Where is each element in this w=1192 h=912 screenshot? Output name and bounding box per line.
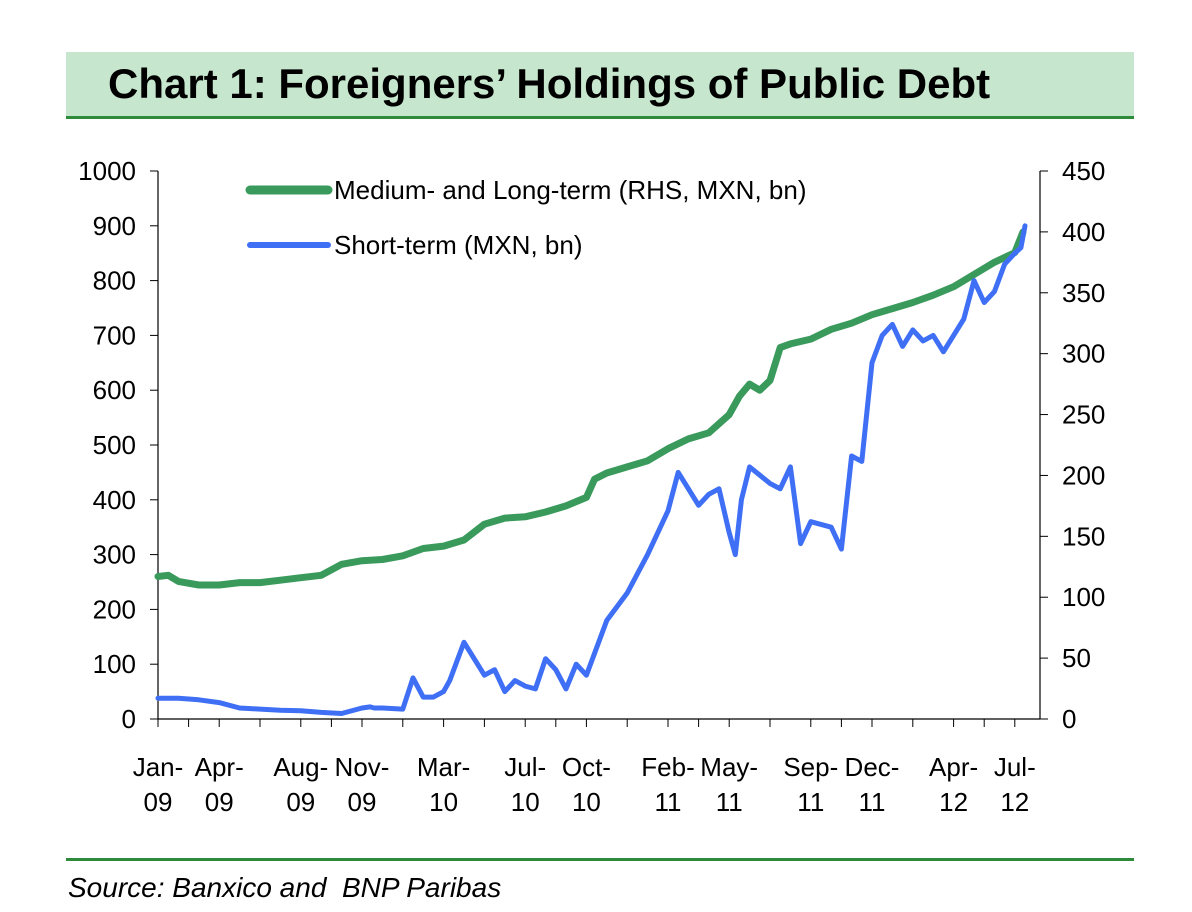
y-tick-label-right: 350 — [1062, 278, 1105, 308]
footer-divider — [66, 858, 1134, 861]
y-tick-label-left: 300 — [93, 540, 136, 570]
x-tick-label-year: 11 — [716, 787, 743, 817]
y-tick-label-right: 0 — [1062, 704, 1076, 734]
x-tick-label-month: Feb- — [641, 752, 694, 782]
y-tick-label-left: 200 — [93, 594, 136, 624]
title-bar: Chart 1: Foreigners’ Holdings of Public … — [66, 52, 1134, 119]
x-tick-label-year: 12 — [1000, 787, 1029, 817]
y-tick-label-left: 0 — [122, 704, 136, 734]
y-tick-label-right: 400 — [1062, 217, 1105, 247]
y-tick-label-right: 450 — [1062, 156, 1105, 186]
y-tick-label-right: 150 — [1062, 521, 1105, 551]
x-tick-label-month: Dec- — [845, 752, 900, 782]
x-tick-label-year: 10 — [572, 787, 601, 817]
y-tick-label-left: 100 — [93, 649, 136, 679]
y-tick-label-right: 50 — [1062, 643, 1091, 673]
series-line-short-term — [155, 223, 1028, 716]
y-tick-label-right: 250 — [1062, 400, 1105, 430]
x-tick-label-year: 10 — [429, 787, 458, 817]
x-tick-label-year: 11 — [859, 787, 886, 817]
y-tick-label-left: 700 — [93, 320, 136, 350]
x-tick-label-year: 12 — [939, 787, 968, 817]
x-tick-label-year: 11 — [655, 787, 682, 817]
x-tick-label-month: Mar- — [417, 752, 470, 782]
x-tick-label-year: 09 — [205, 787, 234, 817]
y-tick-label-right: 300 — [1062, 339, 1105, 369]
x-tick-label-year: 10 — [511, 787, 540, 817]
legend-label: Short-term (MXN, bn) — [334, 230, 583, 260]
x-tick-label-month: Jan- — [133, 752, 184, 782]
y-tick-label-left: 500 — [93, 430, 136, 460]
x-tick-label-year: 11 — [797, 787, 824, 817]
legend: Medium- and Long-term (RHS, MXN, bn) Shor… — [245, 175, 806, 260]
y-tick-label-left: 1000 — [78, 156, 136, 186]
x-tick-label-year: 09 — [286, 787, 315, 817]
legend-label: Medium- and Long-term (RHS, MXN, bn) — [334, 175, 806, 205]
source-note: Source: Banxico and BNP Paribas — [68, 872, 502, 903]
x-tick-label-year: 09 — [348, 787, 377, 817]
x-tick-label-month: May- — [700, 752, 758, 782]
series-lines — [154, 223, 1028, 716]
axes: 0 100 200 300 400 500 600 700 800 900 1000 0 50 100 15… — [78, 156, 1105, 817]
y-tick-label-right: 200 — [1062, 460, 1105, 490]
x-tick-label-month: Oct- — [562, 752, 611, 782]
y-tick-label-right: 100 — [1062, 582, 1105, 612]
y-tick-label-left: 800 — [93, 266, 136, 296]
y-tick-label-left: 400 — [93, 485, 136, 515]
x-tick-label-month: Nov- — [335, 752, 390, 782]
y-tick-label-left: 600 — [93, 375, 136, 405]
x-tick-label-year: 09 — [144, 787, 173, 817]
x-tick-label-month: Jul- — [504, 752, 546, 782]
y-tick-label-left: 900 — [93, 211, 136, 241]
series-line-medium-long-term — [154, 228, 1027, 589]
x-tick-label-month: Apr- — [195, 752, 244, 782]
x-tick-label-month: Jul- — [994, 752, 1036, 782]
x-tick-label-month: Sep- — [783, 752, 838, 782]
x-tick-label-month: Aug- — [273, 752, 328, 782]
chart-title: Chart 1: Foreigners’ Holdings of Public … — [108, 60, 991, 107]
x-tick-label-month: Apr- — [929, 752, 978, 782]
